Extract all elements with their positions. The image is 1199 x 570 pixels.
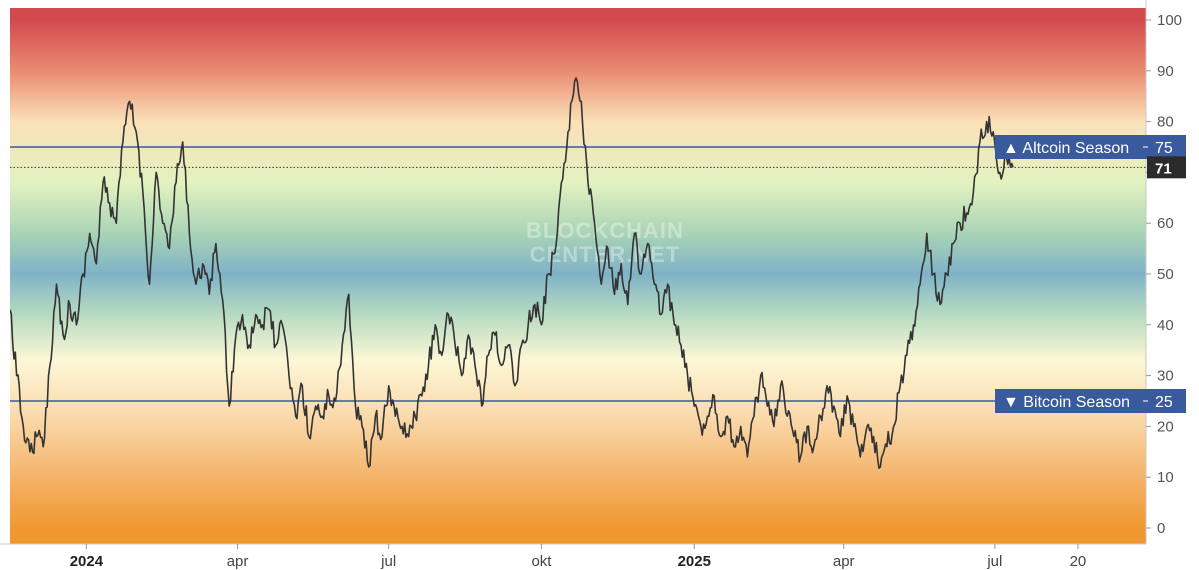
series-group [10, 77, 1014, 469]
current-value-label: 71 [1147, 156, 1186, 179]
x-tick-label-6: jul [986, 553, 1002, 570]
y-tick-label-1: 10 [1157, 469, 1174, 486]
current-value-box [1147, 156, 1186, 179]
y-axis: 0102030405060708090100 [1146, 12, 1182, 537]
x-tick-label-1: apr [227, 553, 249, 570]
y-tick-label-10: 100 [1157, 12, 1182, 29]
x-axis: 2024 apr jul okt 2025 apr jul 20 [70, 544, 1087, 570]
x-tick-label-3: okt [531, 553, 552, 570]
x-tick-label-7: 20 [1070, 553, 1087, 570]
level-label-box-0 [995, 135, 1186, 159]
x-tick-label-0: 2024 [70, 553, 104, 570]
level-label-1: ▼ Bitcoin Season 25 [995, 389, 1186, 413]
level-labels: ▲ Altcoin Season 75 ▼ Bitcoin Season 25 [995, 135, 1186, 413]
level-label-name-0: ▲ Altcoin Season [1003, 140, 1129, 157]
level-label-value-1: 25 [1155, 394, 1173, 411]
y-tick-label-4: 40 [1157, 317, 1174, 334]
x-tick-label-5: apr [833, 553, 855, 570]
y-tick-label-2: 20 [1157, 418, 1174, 435]
x-tick-label-2: jul [380, 553, 396, 570]
y-tick-label-6: 60 [1157, 215, 1174, 232]
y-tick-label-9: 90 [1157, 63, 1174, 80]
y-tick-label-8: 80 [1157, 114, 1174, 131]
series-line-0 [10, 77, 1014, 469]
current-value-text: 71 [1155, 160, 1172, 177]
y-tick-label-5: 50 [1157, 266, 1174, 283]
y-tick-label-0: 0 [1157, 520, 1165, 537]
level-label-value-0: 75 [1155, 140, 1173, 157]
level-lines [10, 146, 1146, 402]
y-tick-label-3: 30 [1157, 368, 1174, 385]
level-label-box-1 [995, 389, 1186, 413]
level-label-name-1: ▼ Bitcoin Season [1003, 394, 1130, 411]
watermark-line-1: BLOCKCHAIN [526, 218, 684, 243]
level-label-0: ▲ Altcoin Season 75 [995, 135, 1186, 159]
x-tick-label-4: 2025 [678, 553, 711, 570]
